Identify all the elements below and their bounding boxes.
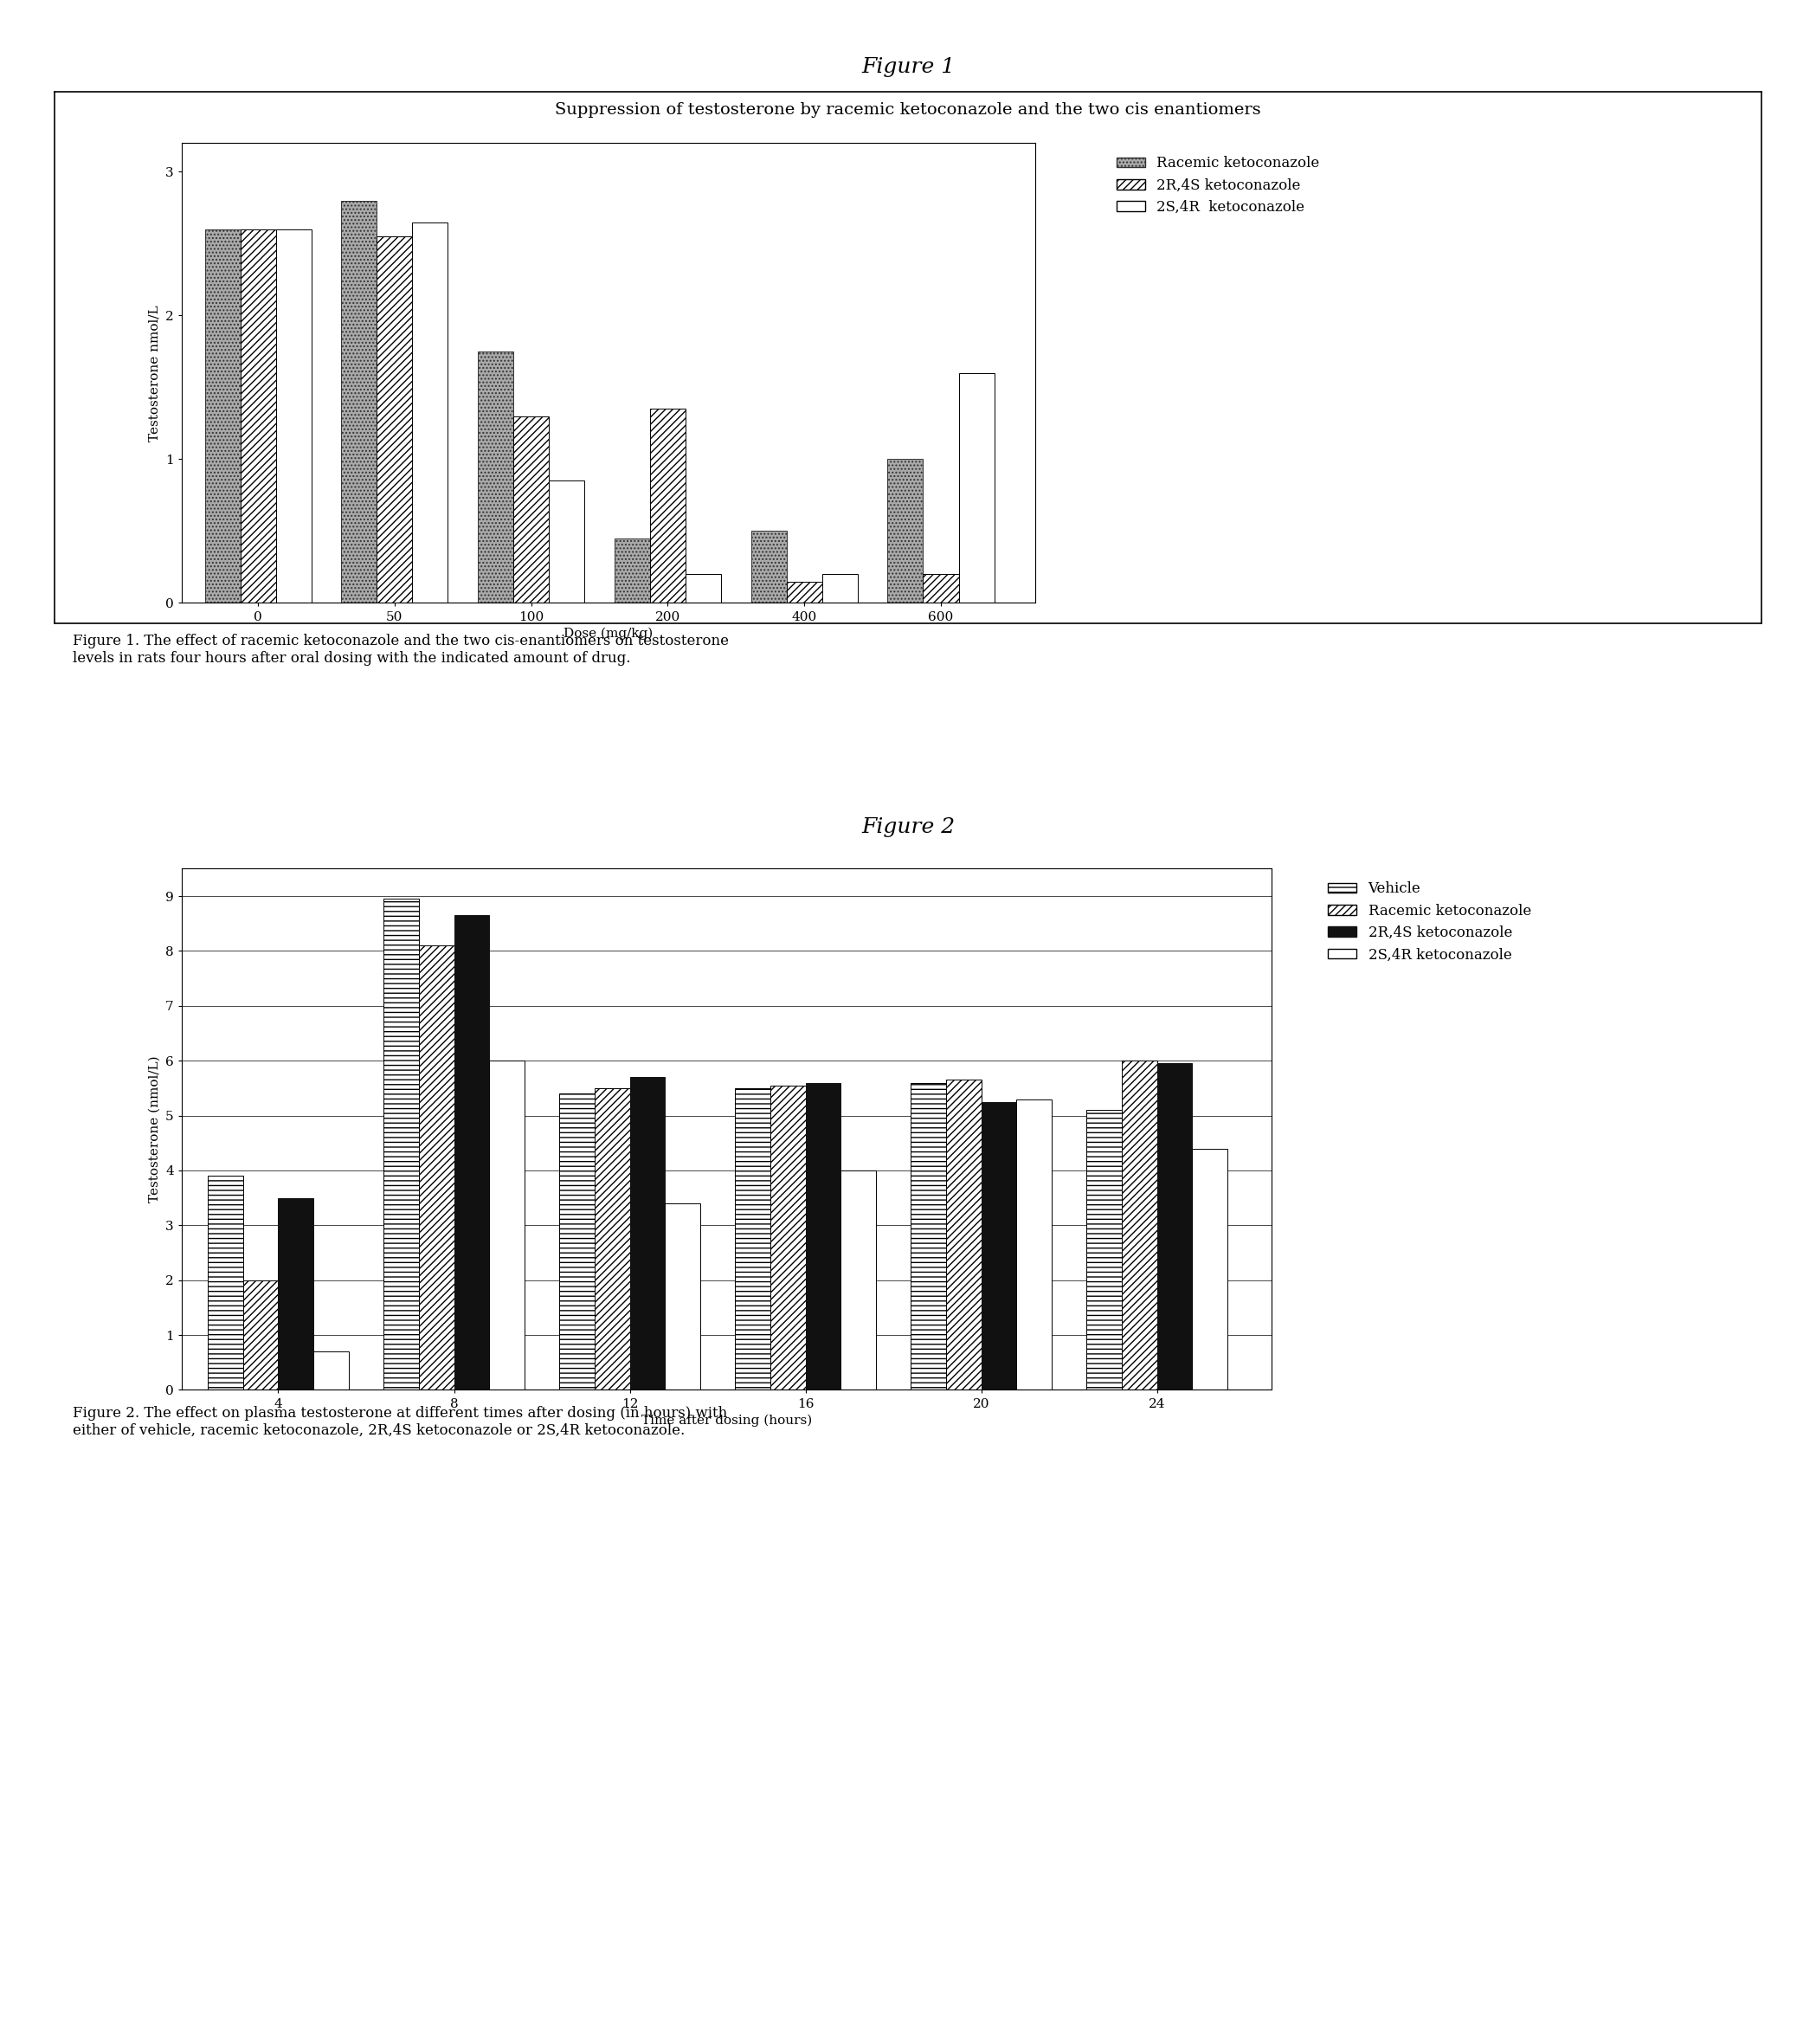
Bar	[383, 899, 419, 1390]
Bar	[341, 200, 378, 603]
Bar	[614, 538, 650, 603]
Bar	[841, 1171, 875, 1390]
Bar	[1191, 1149, 1228, 1390]
Bar	[685, 574, 721, 603]
Bar	[276, 229, 311, 603]
Bar	[205, 229, 240, 603]
Bar	[1086, 1110, 1122, 1390]
Y-axis label: Testosterone nmol/L: Testosterone nmol/L	[149, 305, 160, 442]
Bar	[378, 237, 412, 603]
Bar	[735, 1087, 770, 1390]
Bar	[912, 1083, 946, 1390]
Bar	[959, 372, 993, 603]
Bar	[514, 417, 548, 603]
Bar	[278, 1198, 314, 1390]
Text: Figure 1. The effect of racemic ketoconazole and the two cis-enantiomers on test: Figure 1. The effect of racemic ketocona…	[73, 634, 728, 666]
Bar	[1157, 1063, 1191, 1390]
X-axis label: Time after dosing (hours): Time after dosing (hours)	[641, 1414, 812, 1427]
Bar	[888, 460, 923, 603]
Bar	[786, 580, 823, 603]
Legend: Racemic ketoconazole, 2R,4S ketoconazole, 2S,4R  ketoconazole: Racemic ketoconazole, 2R,4S ketoconazole…	[1111, 151, 1326, 221]
Bar	[1122, 1061, 1157, 1390]
Bar	[412, 223, 449, 603]
Bar	[454, 916, 489, 1390]
Text: Figure 1: Figure 1	[861, 57, 955, 78]
Bar	[981, 1102, 1017, 1390]
Bar	[770, 1085, 806, 1390]
Bar	[548, 480, 585, 603]
Bar	[243, 1280, 278, 1390]
Bar	[665, 1204, 699, 1390]
Bar	[594, 1087, 630, 1390]
Y-axis label: Testosterone (nmol/L): Testosterone (nmol/L)	[149, 1057, 160, 1202]
Text: Suppression of testosterone by racemic ketoconazole and the two cis enantiomers: Suppression of testosterone by racemic k…	[556, 102, 1260, 119]
Bar	[478, 352, 514, 603]
Bar	[823, 574, 857, 603]
X-axis label: Dose (mg/kg): Dose (mg/kg)	[563, 628, 654, 640]
Bar	[240, 229, 276, 603]
Text: Figure 2. The effect on plasma testosterone at different times after dosing (in : Figure 2. The effect on plasma testoster…	[73, 1406, 726, 1439]
Bar	[752, 531, 786, 603]
Bar	[923, 574, 959, 603]
Bar	[314, 1351, 349, 1390]
Bar	[1017, 1100, 1051, 1390]
Legend: Vehicle, Racemic ketoconazole, 2R,4S ketoconazole, 2S,4R ketoconazole: Vehicle, Racemic ketoconazole, 2R,4S ket…	[1322, 877, 1536, 969]
Bar	[650, 409, 685, 603]
Bar	[209, 1175, 243, 1390]
Text: Figure 2: Figure 2	[861, 818, 955, 838]
Bar	[559, 1094, 594, 1390]
Bar	[946, 1079, 981, 1390]
Bar	[419, 946, 454, 1390]
Bar	[630, 1077, 665, 1390]
Bar	[489, 1061, 525, 1390]
Bar	[806, 1083, 841, 1390]
